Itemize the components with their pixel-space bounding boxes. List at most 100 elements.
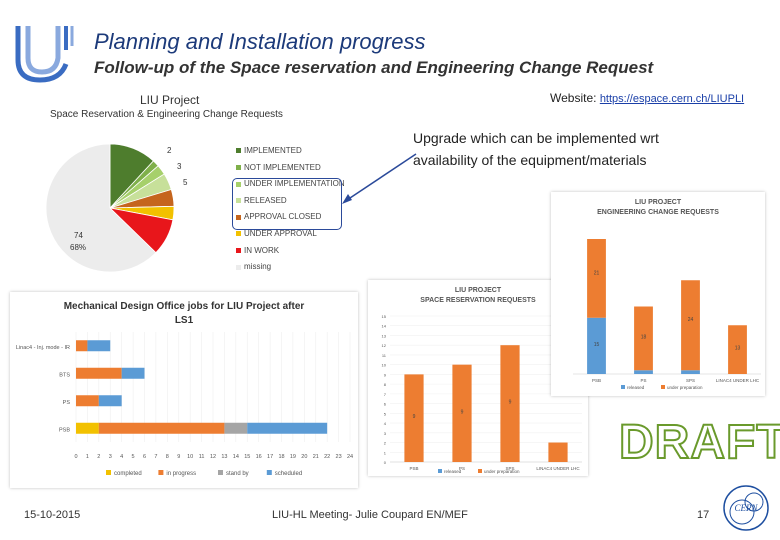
legend-swatch [236,164,241,170]
pie-legend-item: IMPLEMENTED [236,146,302,155]
hbar-legend-swatch [106,470,111,475]
hbar-tick: 18 [278,454,284,460]
hbar-legend-swatch [266,470,272,475]
srr-tick: 6 [384,402,387,407]
hbar-tick: 3 [109,454,112,460]
hbar-segment [98,422,225,434]
pie-legend-item: UNDER APPROVAL [236,229,317,238]
cern-logo-icon: CERN [723,485,769,531]
hbar-tick: 6 [143,454,146,460]
srr-tick: 15 [382,314,387,319]
draft-watermark: DRAFT [618,415,780,470]
srr-tick: 7 [384,392,387,397]
ecr-bar [681,370,700,374]
srr-subtitle: SPACE RESERVATION REQUESTS [420,297,536,304]
hbar-legend-swatch [218,470,223,475]
ecr-legend-swatch [621,385,625,389]
hbar-category-label: PSB [59,428,70,434]
hbar-segment [87,340,111,352]
hbar-tick: 16 [256,454,262,460]
ecr-legend-swatch [661,385,665,389]
hbar-segment [247,422,328,434]
hbar-tick: 20 [301,454,307,460]
srr-tick: 13 [382,333,387,338]
srr-tick: 1 [384,450,387,455]
pie-label-pct: 68% [70,243,87,252]
hbar-tick: 10 [187,454,193,460]
pie-chart [45,143,175,273]
srr-tick: 3 [384,431,387,436]
hbar-tick: 12 [210,454,216,460]
hbar-legend-label: completed [114,471,142,477]
pie-legend-item: NOT IMPLEMENTED [236,163,321,172]
hbar-segment [98,395,122,407]
footer-date: 15-10-2015 [24,509,81,521]
hbar-legend-label: stand by [226,471,249,477]
ecr-data-label: 21 [594,270,600,276]
hbar-tick: 7 [154,454,157,460]
footer-meeting: LIU-HL Meeting- Julie Coupard EN/MEF [272,509,468,521]
note-text: Upgrade which can be implemented wrt ava… [413,127,659,171]
legend-swatch [236,264,241,270]
srr-tick: 9 [384,372,387,377]
pie-label-3: 3 [177,162,182,171]
website-label: Website: [550,91,597,105]
legend-swatch [236,148,241,154]
ecr-legend-label: released [627,385,645,390]
engineering-change-chart: LIU PROJECT ENGINEERING CHANGE REQUESTS PS… [551,192,765,396]
legend-swatch [236,198,241,204]
hbar-tick: 14 [233,454,239,460]
legend-swatch [236,181,241,187]
hbar-title: Mechanical Design Office jobs for LIU Pr… [64,301,305,312]
pie-legend-item: IN WORK [236,246,279,255]
srr-data-label: 9 [509,400,512,406]
hbar-segment [76,367,122,379]
hbar-tick: 8 [166,454,169,460]
ecr-bar [634,306,653,371]
ecr-data-label: 24 [688,317,694,323]
ecr-subtitle: ENGINEERING CHANGE REQUESTS [597,209,719,216]
srr-legend-label: released [444,469,462,474]
srr-data-label: 9 [413,414,416,420]
srr-tick: 12 [382,343,387,348]
footer-page-number: 17 [697,509,710,521]
ecr-data-label: 18 [641,334,647,340]
note-line-2: availability of the equipment/materials [413,152,647,168]
hbar-segment [76,395,99,407]
legend-label: UNDER APPROVAL [244,229,317,238]
srr-tick: 5 [384,411,387,416]
hbar-tick: 24 [347,454,353,460]
legend-label: UNDER IMPLEMENTATION [244,179,345,189]
srr-tick: 0 [384,460,387,465]
pie-chart-title: LIU Project [140,93,200,107]
srr-tick: 8 [384,382,387,387]
srr-bar [404,374,424,462]
note-arrow [342,153,417,204]
pie-legend-item: missing [236,262,271,271]
hbar-legend-label: in progress [166,471,196,477]
legend-label: missing [244,262,272,272]
legend-label: RELEASED [244,195,287,205]
ecr-bar [634,370,653,374]
svg-text:CERN: CERN [734,503,758,513]
hbar-tick: 2 [97,454,100,460]
srr-tick: 11 [382,353,387,358]
ecr-category-label: LINAC4 UNDER LHC [716,378,760,383]
hbar-category-label: Linac4 - Inj. mode - IR [16,345,70,351]
website-link[interactable]: https://espace.cern.ch/LIUPLI [599,93,745,105]
ecr-bar [728,325,747,374]
pie-label-2: 2 [167,146,172,155]
ecr-title: LIU PROJECT [635,199,682,206]
hbar-tick: 13 [221,454,227,460]
hbar-segment [121,367,145,379]
slide-title: Planning and Installation progress [94,29,426,54]
liu-logo-icon [15,26,74,83]
hbar-tick: 0 [74,454,77,460]
ecr-legend-label: under preparation [667,385,703,390]
hbar-tick: 17 [267,454,273,460]
ecr-bar [681,280,700,371]
srr-bar [500,345,520,462]
srr-category-label: SPS [505,466,514,471]
hbar-tick: 23 [336,454,342,460]
pie-legend-item: APPROVAL CLOSED [236,212,321,221]
